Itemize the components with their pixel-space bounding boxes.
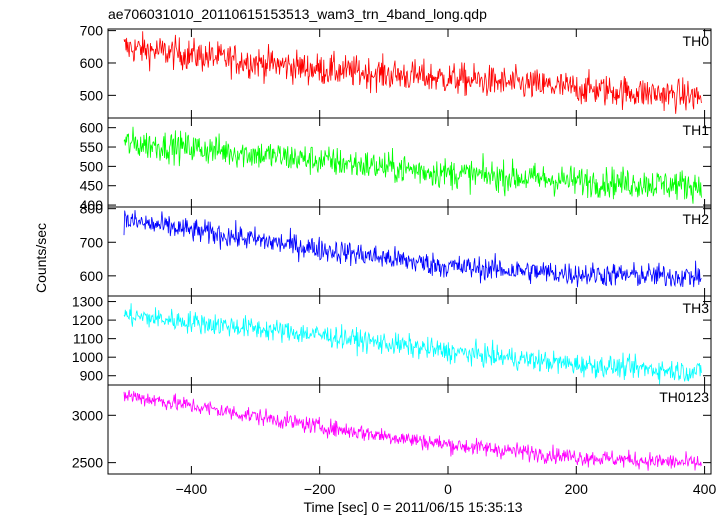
y-tick-label: 600 xyxy=(80,268,104,284)
y-tick-label: 3000 xyxy=(72,407,103,423)
y-tick-label: 700 xyxy=(80,234,104,250)
x-tick-label: 200 xyxy=(565,481,589,497)
y-axis-label: Counts/sec xyxy=(33,223,49,293)
y-tick-label: 550 xyxy=(80,139,104,155)
y-tick-label: 2500 xyxy=(72,455,103,471)
panel-frame xyxy=(107,117,712,208)
series-line-th3 xyxy=(123,303,702,385)
panel-label: TH3 xyxy=(683,300,710,316)
x-tick-label: 0 xyxy=(444,481,452,497)
x-tick-label: −200 xyxy=(304,481,336,497)
panel-label: TH0123 xyxy=(659,389,709,405)
panel-frame xyxy=(107,28,712,119)
panel-stack: 500 600 700 TH0 400 450 500 550 600 TH1 600 700 800 T… xyxy=(72,23,717,497)
y-tick-label: 700 xyxy=(80,23,104,39)
y-tick-label: 450 xyxy=(80,178,104,194)
y-tick-label: 1200 xyxy=(72,312,103,328)
x-tick-label: −400 xyxy=(176,481,208,497)
panel-th3: 900 1000 1100 1200 1300 TH3 xyxy=(72,294,712,386)
y-tick-label: 500 xyxy=(80,158,104,174)
panel-label: TH0 xyxy=(683,33,710,49)
panel-th2: 600 700 800 TH2 xyxy=(80,201,712,297)
panel-th1: 400 450 500 550 600 TH1 xyxy=(80,117,712,213)
series-line-th0 xyxy=(123,31,702,114)
panel-label: TH2 xyxy=(683,211,710,227)
panel-frame xyxy=(107,384,712,475)
series-line-th0123 xyxy=(123,390,702,471)
y-tick-label: 600 xyxy=(80,120,104,136)
y-tick-label: 400 xyxy=(80,197,104,213)
panel-label: TH1 xyxy=(683,122,710,138)
y-tick-label: 900 xyxy=(80,368,104,384)
panel-th0123: 2500 3000 TH0123 −400 −200 0 200 400 xyxy=(72,384,717,497)
y-tick-label: 1300 xyxy=(72,294,103,310)
panel-frame xyxy=(107,206,712,297)
series-line-th1 xyxy=(123,126,702,204)
chart-title: ae706031010_20110615153513_wam3_trn_4ban… xyxy=(108,6,487,22)
series-line-th2 xyxy=(123,210,702,288)
y-tick-label: 600 xyxy=(80,55,104,71)
x-axis-label: Time [sec] 0 = 2011/06/15 15:35:13 xyxy=(303,499,522,515)
y-tick-label: 1000 xyxy=(72,349,103,365)
x-tick-label: 400 xyxy=(693,481,717,497)
y-tick-label: 1100 xyxy=(73,331,103,347)
panel-th0: 500 600 700 TH0 xyxy=(80,23,712,119)
y-tick-label: 800 xyxy=(80,201,104,217)
y-tick-label: 500 xyxy=(80,87,104,103)
